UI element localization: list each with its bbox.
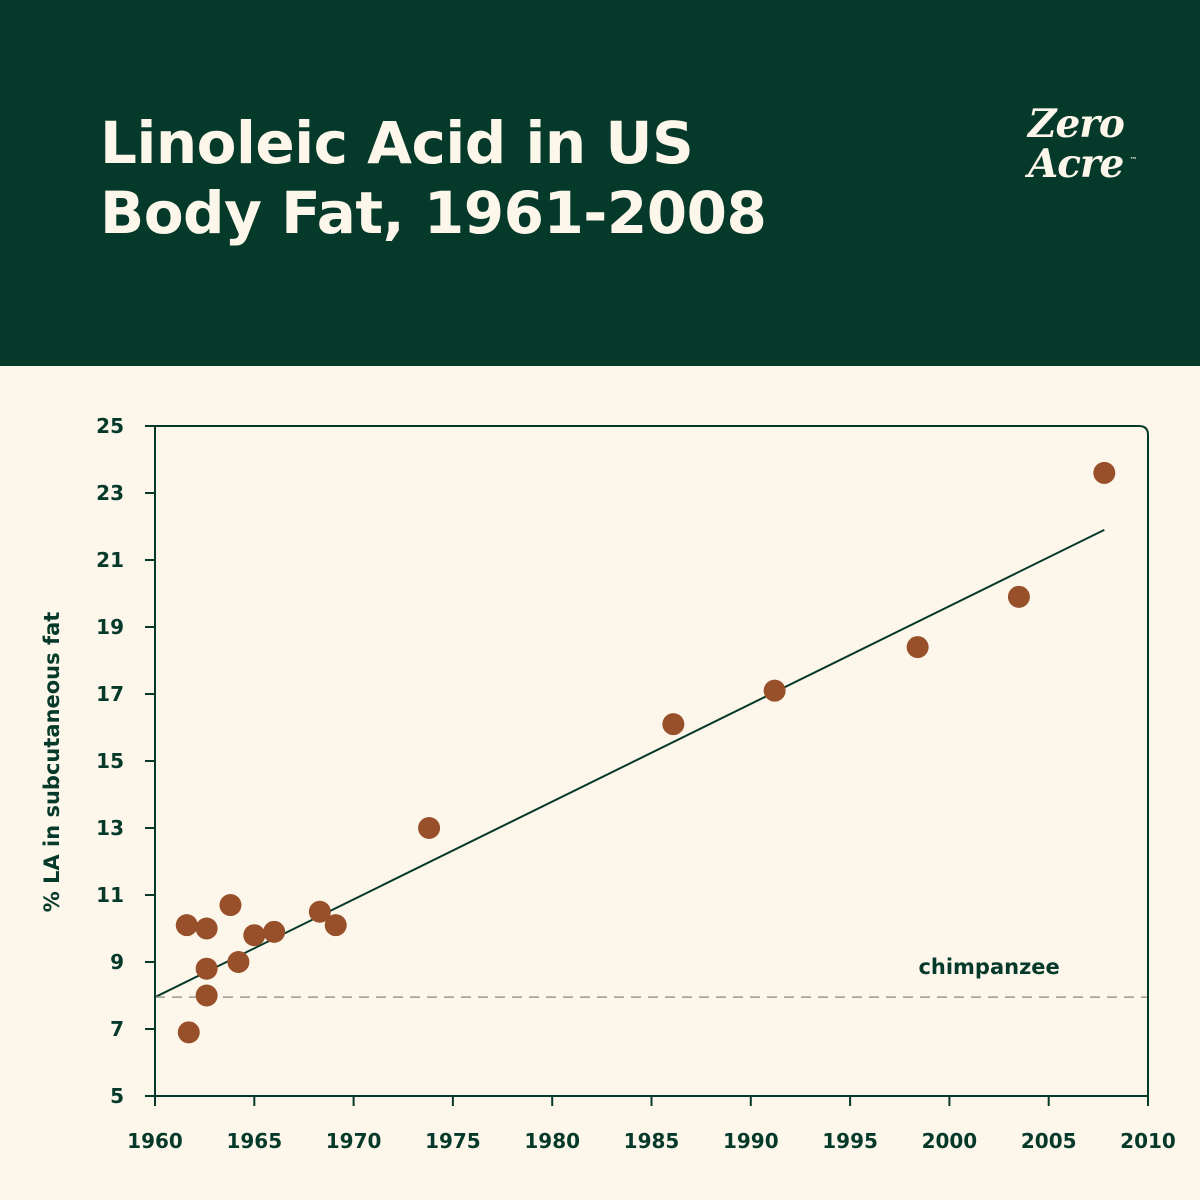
data-point bbox=[263, 920, 286, 943]
x-tick-label: 1960 bbox=[127, 1129, 183, 1153]
x-tick-label: 2005 bbox=[1021, 1129, 1077, 1153]
data-point bbox=[662, 713, 685, 736]
data-point bbox=[195, 917, 218, 940]
data-point bbox=[324, 914, 347, 937]
x-tick-label: 2000 bbox=[922, 1129, 978, 1153]
data-point bbox=[1093, 461, 1116, 484]
chart-title: Linoleic Acid in US Body Fat, 1961-2008 bbox=[100, 108, 767, 248]
data-point bbox=[227, 951, 250, 973]
x-tick-label: 1980 bbox=[524, 1129, 580, 1153]
data-point bbox=[195, 984, 218, 1007]
logo-line-2: Acre bbox=[1028, 141, 1124, 187]
scatter-chart: chimpanzee 5 7 9 11 13 15 17 19 21 23 25 1960 1965 19… bbox=[40, 414, 1176, 1153]
y-tick-label: 15 bbox=[96, 749, 124, 773]
data-point bbox=[763, 679, 786, 702]
y-tick-label: 13 bbox=[96, 816, 124, 840]
x-tick-label: 1990 bbox=[723, 1129, 779, 1153]
logo-line-1: Zero bbox=[1028, 101, 1125, 147]
trend-line bbox=[154, 528, 1105, 999]
y-tick-label: 25 bbox=[96, 414, 124, 438]
y-tick-label: 17 bbox=[96, 682, 124, 706]
x-tick-label: 1975 bbox=[425, 1129, 481, 1153]
y-axis-label: % LA in subcutaneous fat bbox=[40, 612, 64, 913]
data-point bbox=[1007, 585, 1030, 608]
x-tick-label: 2010 bbox=[1120, 1129, 1176, 1153]
y-tick-label: 11 bbox=[96, 883, 124, 907]
x-tick-label: 1995 bbox=[822, 1129, 878, 1153]
logo-trademark: ™ bbox=[1130, 155, 1137, 164]
data-point bbox=[195, 957, 218, 980]
plot-frame bbox=[154, 425, 1149, 1097]
y-tick-label: 21 bbox=[96, 548, 124, 572]
data-point bbox=[243, 924, 266, 947]
y-tick-label: 23 bbox=[96, 481, 124, 505]
y-tick-label: 7 bbox=[110, 1017, 124, 1041]
data-point bbox=[177, 1021, 200, 1044]
x-tick-label: 1965 bbox=[226, 1129, 282, 1153]
chimpanzee-label: chimpanzee bbox=[918, 955, 1059, 979]
y-tick-label: 19 bbox=[96, 615, 124, 639]
data-point bbox=[175, 914, 198, 937]
y-tick-label: 9 bbox=[110, 950, 124, 974]
data-point bbox=[906, 636, 929, 659]
data-point bbox=[418, 817, 441, 839]
title-line-1: Linoleic Acid in US bbox=[100, 109, 694, 177]
y-tick-label: 5 bbox=[110, 1084, 124, 1108]
title-line-2: Body Fat, 1961-2008 bbox=[100, 179, 767, 247]
data-point bbox=[219, 894, 242, 917]
header-banner: Linoleic Acid in US Body Fat, 1961-2008 … bbox=[0, 0, 1200, 366]
x-tick-label: 1985 bbox=[624, 1129, 680, 1153]
zero-acre-logo: Zero Acre ™ bbox=[1028, 104, 1142, 188]
data-point bbox=[308, 900, 331, 923]
x-tick-label: 1970 bbox=[326, 1129, 382, 1153]
